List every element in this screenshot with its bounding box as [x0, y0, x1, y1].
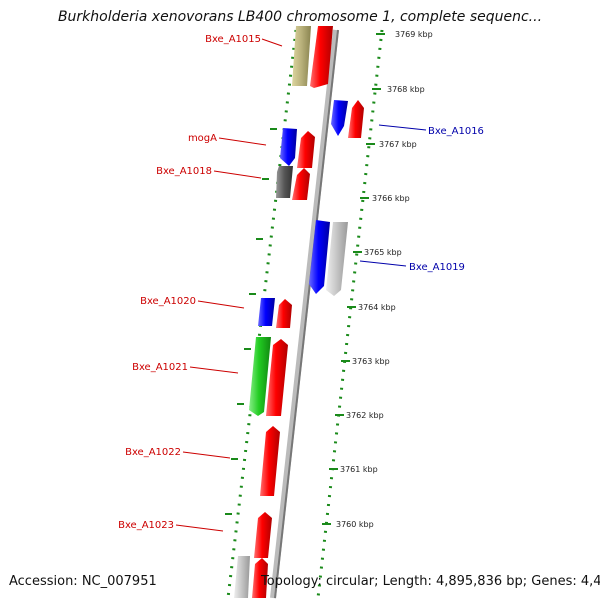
gene-label-moga[interactable]: mogA [188, 133, 217, 144]
gene-bxe-a1022[interactable] [260, 426, 280, 496]
kbp-label: 3763 kbp [352, 357, 390, 366]
gene-bxe-a1018[interactable] [276, 166, 293, 198]
gene-label-bxe-a1023[interactable]: Bxe_A1023 [118, 520, 174, 531]
gene-bxe-a1015[interactable] [310, 26, 333, 88]
gene-bxe-a1016[interactable] [331, 100, 348, 136]
gene-label-bxe-a1018[interactable]: Bxe_A1018 [156, 166, 212, 177]
gene-moga[interactable] [280, 128, 297, 166]
gene-label-bxe-a1022[interactable]: Bxe_A1022 [125, 447, 181, 458]
kbp-label: 3761 kbp [340, 465, 378, 474]
gene-label-bxe-a1019[interactable]: Bxe_A1019 [409, 262, 465, 273]
gene-bxe-a1016-partner[interactable] [348, 100, 364, 138]
gene-label-bxe-a1016[interactable]: Bxe_A1016 [428, 126, 484, 137]
chromosome-backbone [270, 29, 339, 599]
gene-bxe-a1021[interactable] [249, 337, 271, 416]
gene-moga-partner[interactable] [297, 131, 315, 168]
gene-bottom-red[interactable] [252, 558, 268, 598]
kbp-axis: 3769 kbp 3768 kbp 3767 kbp 3766 kbp 3765… [322, 30, 433, 529]
gene-bxe-a1015-partner[interactable] [292, 26, 311, 86]
gene-labels: Bxe_A1015 mogA Bxe_A1018 Bxe_A1020 Bxe_A… [118, 34, 484, 531]
gene-label-bxe-a1020[interactable]: Bxe_A1020 [140, 296, 196, 307]
kbp-label: 3766 kbp [372, 194, 410, 203]
kbp-label: 3764 kbp [358, 303, 396, 312]
gene-bxe-a1020[interactable] [258, 298, 275, 326]
gene-bxe-a1023[interactable] [254, 512, 272, 558]
backbone-shadow [274, 29, 339, 599]
gene-bxe-a1019-partner[interactable] [326, 222, 348, 296]
kbp-label: 3762 kbp [346, 411, 384, 420]
kbp-label: 3760 kbp [336, 520, 374, 529]
kbp-label: 3768 kbp [387, 85, 425, 94]
gene-bxe-a1020-partner[interactable] [276, 299, 292, 328]
gene-bxe-a1018-partner[interactable] [292, 168, 310, 200]
gene-bottom-gray[interactable] [234, 556, 250, 598]
gene-label-bxe-a1021[interactable]: Bxe_A1021 [132, 362, 188, 373]
label-leaders [175, 38, 427, 532]
gene-features [234, 26, 364, 598]
gene-bxe-a1021-partner[interactable] [266, 339, 288, 416]
kbp-label: 3767 kbp [379, 140, 417, 149]
accession-text: Accession: NC_007951 [9, 574, 157, 589]
gene-bxe-a1019[interactable] [309, 220, 330, 294]
kbp-label: 3765 kbp [364, 248, 402, 257]
gene-label-bxe-a1015[interactable]: Bxe_A1015 [205, 34, 261, 45]
kbp-label: 3769 kbp [395, 30, 433, 39]
topology-text: Topology: circular; Length: 4,895,836 bp… [261, 574, 600, 589]
map-title: Burkholderia xenovorans LB400 chromosome… [57, 9, 543, 25]
inner-minor-ticks [225, 128, 277, 515]
